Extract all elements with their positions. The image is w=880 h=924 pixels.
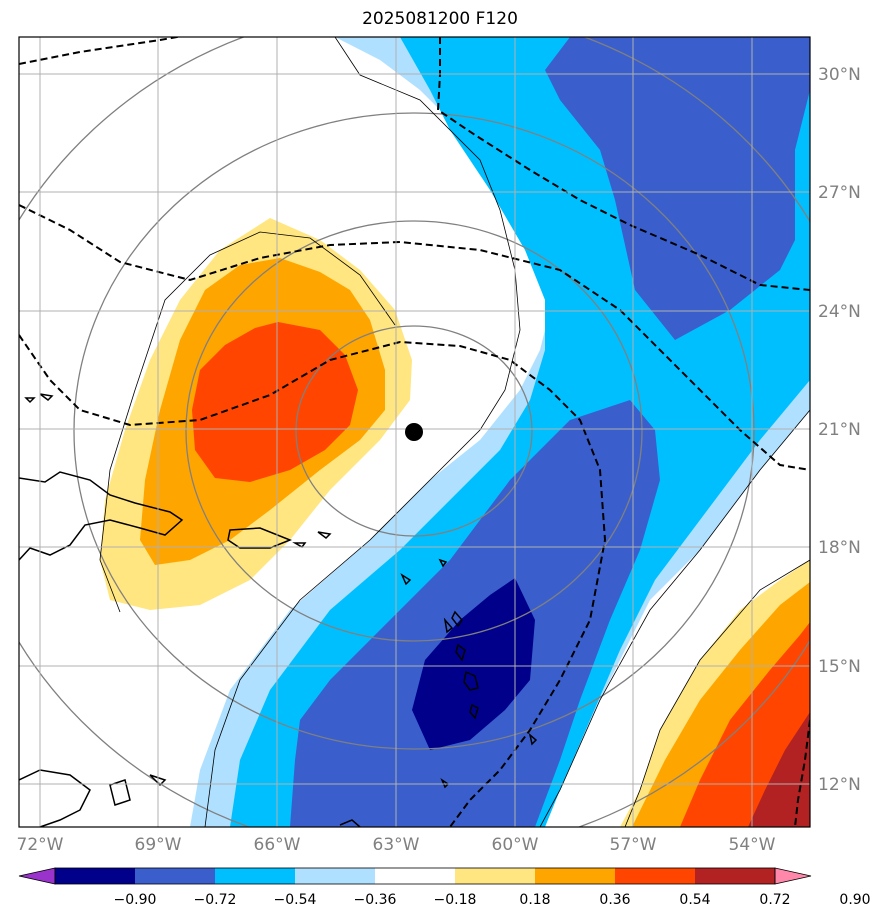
negative-anomaly-field [190,37,810,827]
lon-label: 57°W [610,835,657,855]
colorbar-extend-high [774,867,812,885]
colorbar-segment [295,868,376,884]
lon-label: 54°W [729,835,776,855]
map-frame [18,36,811,828]
colorbar-labels: −0.90 −0.72 −0.54 −0.36 −0.18 0.18 0.36 0.54 0.7… [114,892,871,908]
colorbar-segment [455,868,536,884]
lat-label: 12°N [818,775,861,795]
colorbar-segment [55,868,136,884]
lat-label: 18°N [818,538,861,558]
lat-label: 24°N [818,302,861,322]
thin-contours [99,37,810,827]
colorbar-segment [615,868,696,884]
colorbar-tick-label: −0.54 [274,892,317,908]
colorbar-tick-label: 0.54 [679,892,710,908]
lon-label: 60°W [492,835,539,855]
colorbar-tick-label: 0.72 [759,892,790,908]
colorbar-tick-label: −0.72 [194,892,237,908]
colorbar-segment [375,868,456,884]
colorbar-tick-label: 0.90 [839,892,870,908]
longitude-labels: 72°W 69°W 66°W 63°W 60°W 57°W 54°W [17,835,776,855]
lon-label: 66°W [254,835,301,855]
map-title: 2025081200 F120 [362,9,518,29]
colorbar-tick-label: −0.90 [114,892,157,908]
colorbar: −0.90 −0.72 −0.54 −0.36 −0.18 0.18 0.36 0.54 0.7… [18,867,871,908]
lon-label: 72°W [17,835,64,855]
map-area [19,37,810,827]
lon-label: 69°W [135,835,182,855]
colorbar-frame [54,867,776,885]
lon-label: 63°W [373,835,420,855]
colorbar-segment [695,868,776,884]
colorbar-tick-label: 0.36 [599,892,630,908]
distance-rings [19,37,810,827]
colorbar-extend-low [18,867,56,885]
lat-label: 21°N [818,420,861,440]
dashed-contours [19,37,810,827]
colorbar-segment [535,868,616,884]
latitude-labels: 30°N 27°N 24°N 21°N 18°N 15°N 12°N [818,65,861,795]
gridlines [19,37,810,827]
colorbar-tick-label: −0.36 [354,892,397,908]
lat-label: 30°N [818,65,861,85]
colorbar-tick-label: −0.18 [434,892,477,908]
colorbar-segment [135,868,216,884]
colorbar-tick-label: 0.18 [519,892,550,908]
storm-center-marker [405,423,423,441]
colorbar-segment [215,868,296,884]
lat-label: 15°N [818,657,861,677]
colorbar-segments [18,867,812,885]
lat-label: 27°N [818,183,861,203]
positive-anomaly-field [100,218,810,827]
